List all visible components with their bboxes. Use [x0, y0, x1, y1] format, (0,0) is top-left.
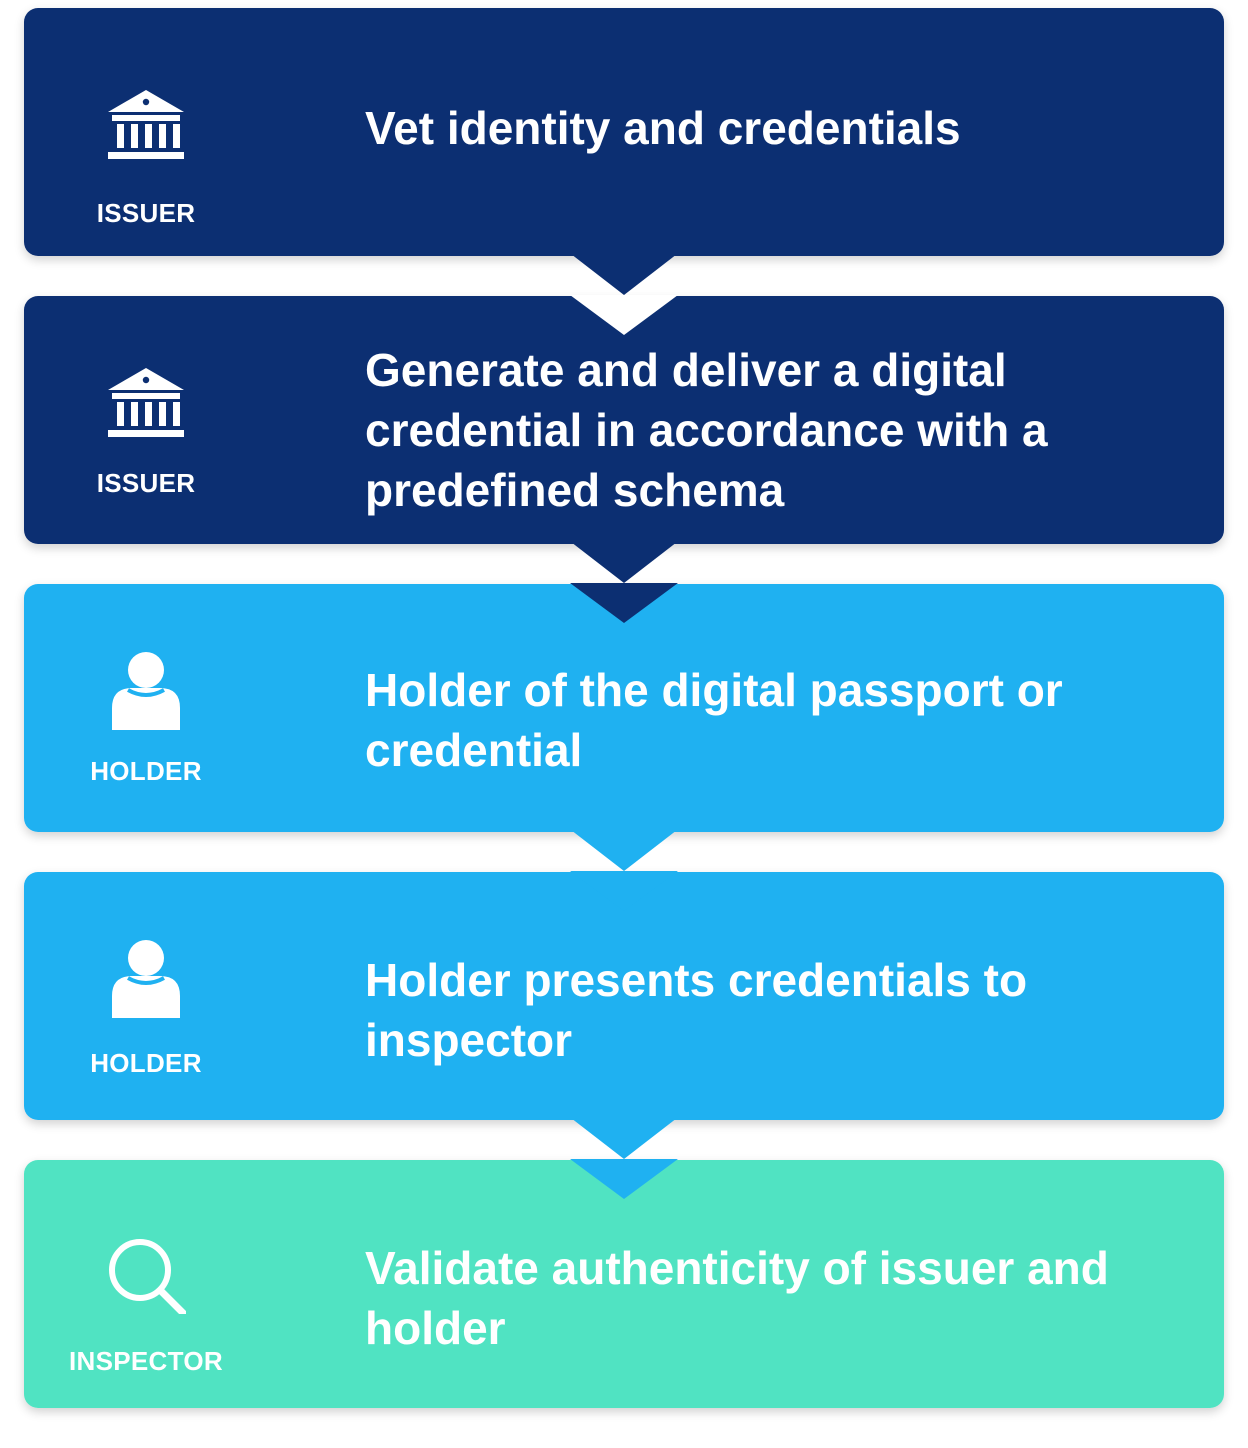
flow-notch: [570, 871, 678, 911]
role-label: ISSUER: [96, 198, 196, 228]
step-card-4: HOLDER Holder presents credentials to in…: [24, 871, 1224, 1159]
step-description: Generate and deliver a digital credentia…: [365, 344, 1048, 516]
flow-arrow: [572, 1119, 676, 1159]
step-description: Holder of the digital passport or creden…: [365, 664, 1063, 776]
flow-arrow: [572, 543, 676, 583]
magnifier-icon: [109, 1239, 186, 1314]
person-icon: [112, 940, 180, 1018]
flow-arrow: [572, 831, 676, 871]
step-card-5: INSPECTOR Validate authenticity of issue…: [24, 1159, 1224, 1408]
step-card-3: HOLDER Holder of the digital passport or…: [24, 583, 1224, 871]
person-icon: [112, 652, 180, 730]
role-label: INSPECTOR: [69, 1346, 223, 1376]
flow-notch: [570, 1159, 678, 1199]
flow-notch: [570, 583, 678, 623]
step-description: Vet identity and credentials: [365, 102, 961, 154]
step-description: Holder presents credentials to inspector: [365, 954, 1028, 1066]
step-description: Validate authenticity of issuer and hold…: [365, 1242, 1109, 1354]
bank-icon: [108, 368, 184, 437]
flow-notch: [570, 295, 678, 335]
role-label: HOLDER: [90, 1048, 202, 1078]
step-card-1: ISSUER Vet identity and credentials: [24, 8, 1224, 295]
bank-icon: [108, 90, 184, 159]
role-label: HOLDER: [90, 756, 202, 786]
flow-arrow: [572, 255, 676, 295]
role-label: ISSUER: [96, 468, 196, 498]
step-card-2: ISSUER Generate and deliver a digital cr…: [24, 295, 1224, 583]
